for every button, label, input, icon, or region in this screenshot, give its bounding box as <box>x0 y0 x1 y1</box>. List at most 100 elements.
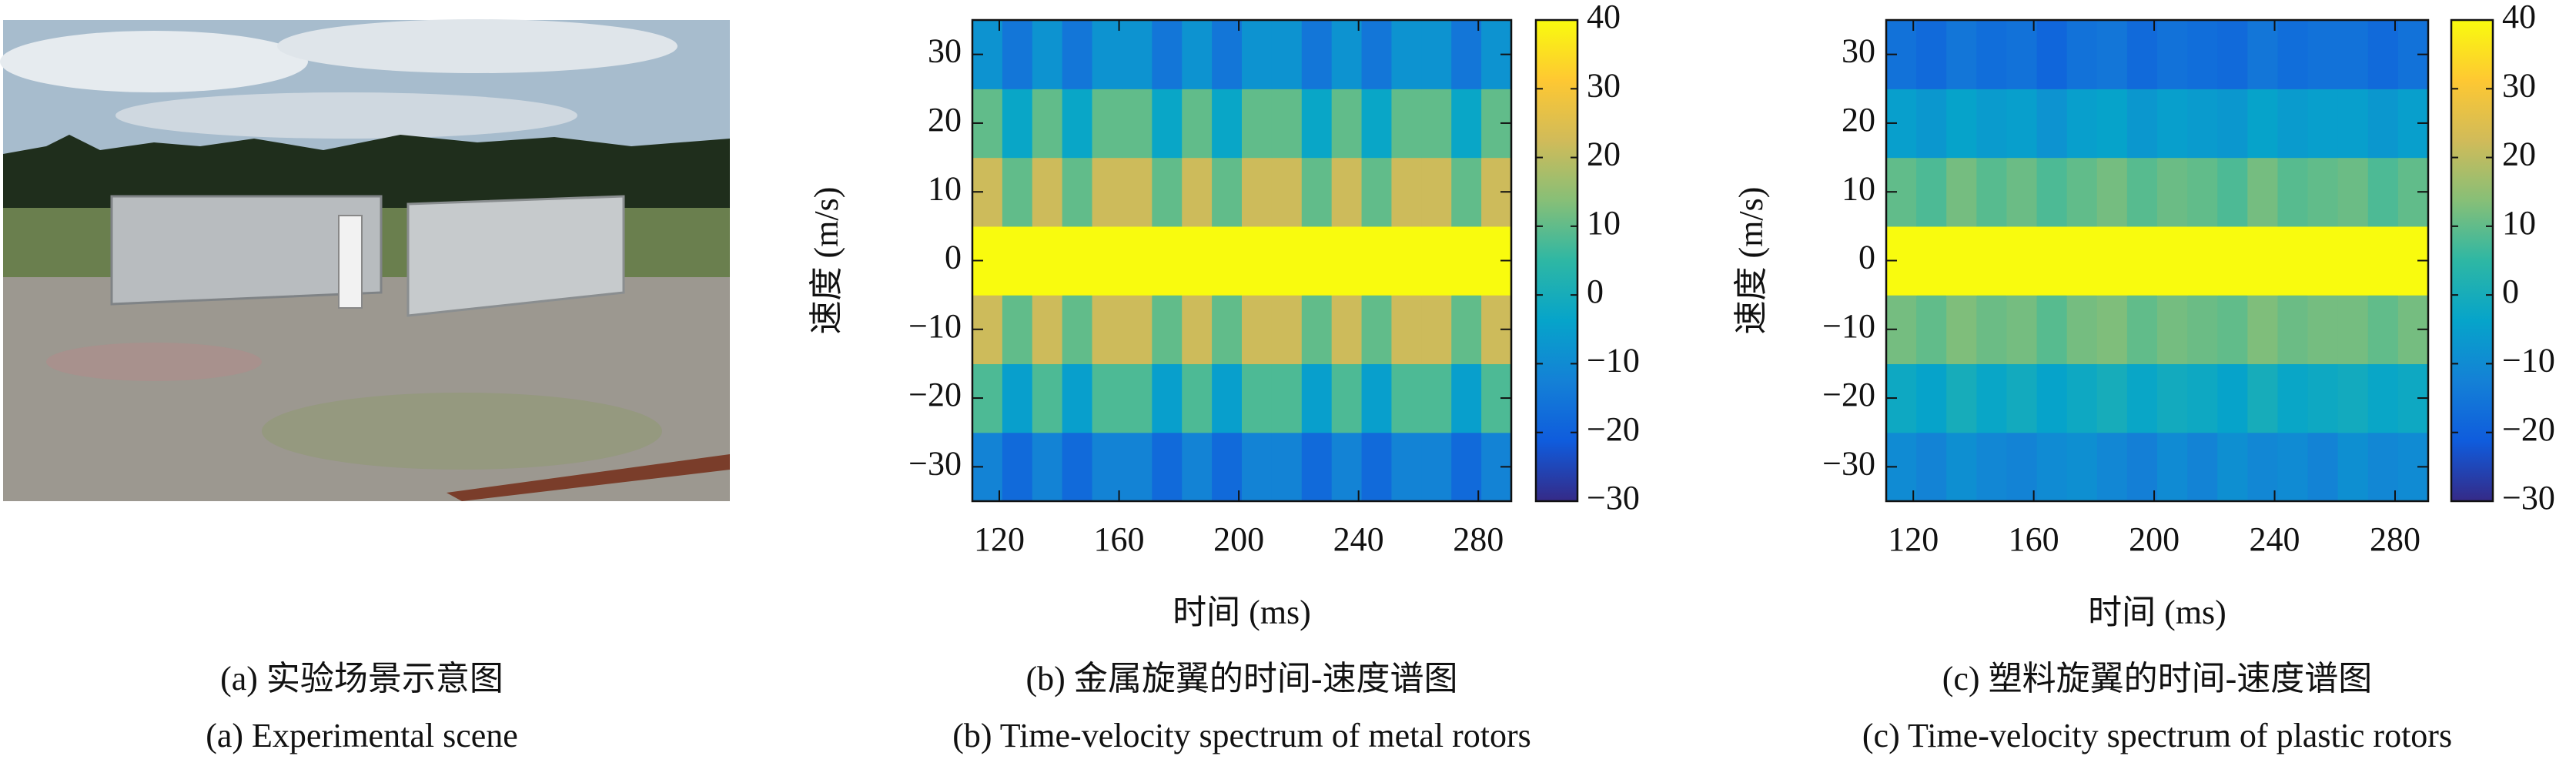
heatmap-cell <box>1092 226 1123 296</box>
heatmap-cell <box>2307 20 2339 89</box>
heatmap-cell <box>1032 226 1063 296</box>
heatmap-cell <box>1271 363 1303 433</box>
heatmap-cell <box>1301 226 1333 296</box>
gravel-patch <box>46 343 262 381</box>
heatmap-cell <box>1062 432 1093 502</box>
heatmap-cell <box>1331 432 1363 502</box>
heatmap-cell <box>1092 363 1123 433</box>
heatmap-cell <box>1361 157 1393 227</box>
y-tick-label: 10 <box>1842 169 1875 207</box>
heatmap-cell <box>2187 295 2218 365</box>
heatmap-cell <box>2066 157 2098 227</box>
heatmap-cell <box>1002 20 1033 89</box>
heatmap-cell <box>1916 20 1947 89</box>
heatmap-cell <box>2126 226 2158 296</box>
heatmap-cell <box>1361 363 1393 433</box>
heatmap-cell <box>1242 226 1273 296</box>
heatmap-cell <box>1032 295 1063 365</box>
heatmap-cell <box>1032 432 1063 502</box>
heatmap-cell <box>2096 20 2128 89</box>
heatmap-cell <box>1122 432 1153 502</box>
heatmap-cell <box>1421 226 1452 296</box>
heatmap-cell <box>1916 226 1947 296</box>
heatmap-cell <box>1361 432 1393 502</box>
colorbar-tick-label: 10 <box>1587 204 1621 242</box>
heatmap-cell <box>1062 20 1093 89</box>
heatmap-cell <box>2217 363 2248 433</box>
heatmap-cell <box>2187 363 2218 433</box>
y-tick-label: −30 <box>1822 444 1875 482</box>
heatmap-cell <box>1092 432 1123 502</box>
heatmap-cell <box>2307 226 2339 296</box>
colorbar-tick-label: −10 <box>1587 342 1640 380</box>
heatmap-cell <box>1271 226 1303 296</box>
heatmap-cell <box>1916 157 1947 227</box>
colorbar <box>2450 18 2494 503</box>
heatmap-cell <box>2157 363 2188 433</box>
heatmap-cell <box>1271 295 1303 365</box>
heatmap-cell <box>1331 89 1363 159</box>
y-tick-label: −10 <box>908 307 962 345</box>
cloud <box>0 31 308 92</box>
heatmap-cell <box>1331 295 1363 365</box>
caption-en: (a) Experimental scene <box>206 717 518 754</box>
colorbar-tick-label: 0 <box>2502 273 2519 310</box>
heatmap-cell <box>1122 226 1153 296</box>
heatmap-cell <box>2277 157 2309 227</box>
heatmap-cell <box>1946 226 1977 296</box>
colorbar <box>1534 18 1579 503</box>
y-tick-label: 20 <box>928 101 962 139</box>
heatmap-cell <box>1212 295 1243 365</box>
colorbar-tick-label: −30 <box>1587 479 1640 517</box>
heatmap-cell <box>1242 89 1273 159</box>
colorbar-tick-label: 20 <box>2502 135 2536 173</box>
heatmap-cell <box>2066 295 2098 365</box>
heatmap-cell <box>1182 20 1213 89</box>
x-tick-label: 120 <box>974 520 1025 558</box>
heatmap-cell <box>2036 89 2068 159</box>
heatmap-cell <box>2367 295 2399 365</box>
heatmap-cell <box>2157 295 2188 365</box>
heatmap-cell <box>1212 20 1243 89</box>
heatmap-cell <box>1182 226 1213 296</box>
heatmap-cell <box>2247 89 2279 159</box>
heatmap-cell <box>1451 432 1482 502</box>
heatmap-cell <box>2096 226 2128 296</box>
heatmap-cell <box>2157 20 2188 89</box>
heatmap-cell <box>2006 157 2038 227</box>
heatmap-cell <box>1451 226 1482 296</box>
cloud <box>115 92 577 139</box>
heatmap-cell <box>1916 432 1947 502</box>
heatmap-cell <box>1946 363 1977 433</box>
heatmap-cell <box>2187 20 2218 89</box>
heatmap-cell <box>1301 363 1333 433</box>
colorbar-tick-label: −20 <box>2502 410 2555 448</box>
heatmap-cell <box>2066 363 2098 433</box>
caption-zh: (b) 金属旋翼的时间-速度谱图 <box>1026 660 1458 697</box>
heatmap-cell <box>2006 432 2038 502</box>
heatmap-cell <box>1976 157 2008 227</box>
heatmap-cell <box>1152 226 1183 296</box>
heatmap-cell <box>1122 20 1153 89</box>
heatmap-cell <box>2277 432 2309 502</box>
heatmap-cell <box>1032 157 1063 227</box>
heatmap-cell <box>2277 226 2309 296</box>
heatmap-cell <box>1421 157 1452 227</box>
heatmap-cell <box>1062 295 1093 365</box>
heatmap-cell <box>1916 363 1947 433</box>
gravel-patch <box>262 393 662 470</box>
photo <box>0 19 730 501</box>
heatmap-cell <box>1212 89 1243 159</box>
colorbar-tick-label: 20 <box>1587 135 1621 173</box>
heatmap-cell <box>2217 295 2248 365</box>
cloud <box>277 19 677 73</box>
heatmap-cell <box>1182 432 1213 502</box>
y-tick-label: −20 <box>908 376 962 413</box>
heatmap-cell <box>1361 89 1393 159</box>
heatmap-cell <box>2096 432 2128 502</box>
heatmap-cell <box>1212 226 1243 296</box>
heatmap-cell <box>1122 363 1153 433</box>
heatmap-cell <box>1152 89 1183 159</box>
